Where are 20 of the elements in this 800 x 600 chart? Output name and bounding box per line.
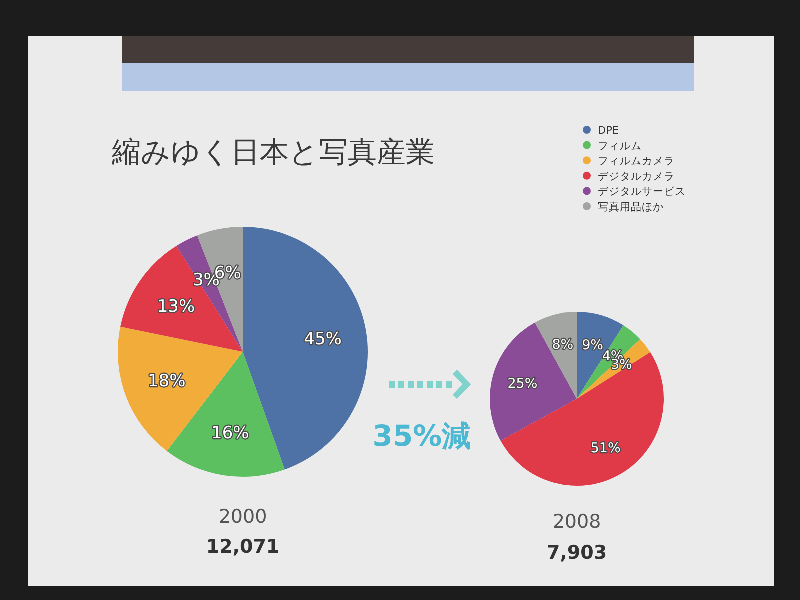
- data-label: 13%: [157, 296, 196, 317]
- text: 7,903: [546, 542, 608, 564]
- legend-label: フィルム: [598, 140, 642, 152]
- data-label: 18%: [148, 372, 186, 392]
- text: 12,071: [206, 536, 280, 558]
- legend-label: デジタルサービス: [598, 186, 686, 198]
- legend-label: フィルムカメラ: [598, 156, 675, 168]
- chart-title: 縮みゆく日本と写真産業: [111, 135, 435, 169]
- pie-name: 2008: [552, 511, 602, 533]
- data-label: 51%: [590, 440, 621, 457]
- text: 35%減: [372, 419, 472, 453]
- data-label: 25%: [508, 376, 538, 392]
- pie-name: 2000: [218, 506, 268, 528]
- legend-label: デジタルカメラ: [598, 170, 675, 183]
- legend-label: 写真用品ほか: [598, 200, 664, 214]
- data-label: 8%: [552, 337, 574, 354]
- legend-label: DPE: [598, 125, 620, 137]
- data-label: 16%: [212, 423, 250, 444]
- data-label: 45%: [304, 329, 342, 350]
- data-label: 9%: [582, 338, 604, 354]
